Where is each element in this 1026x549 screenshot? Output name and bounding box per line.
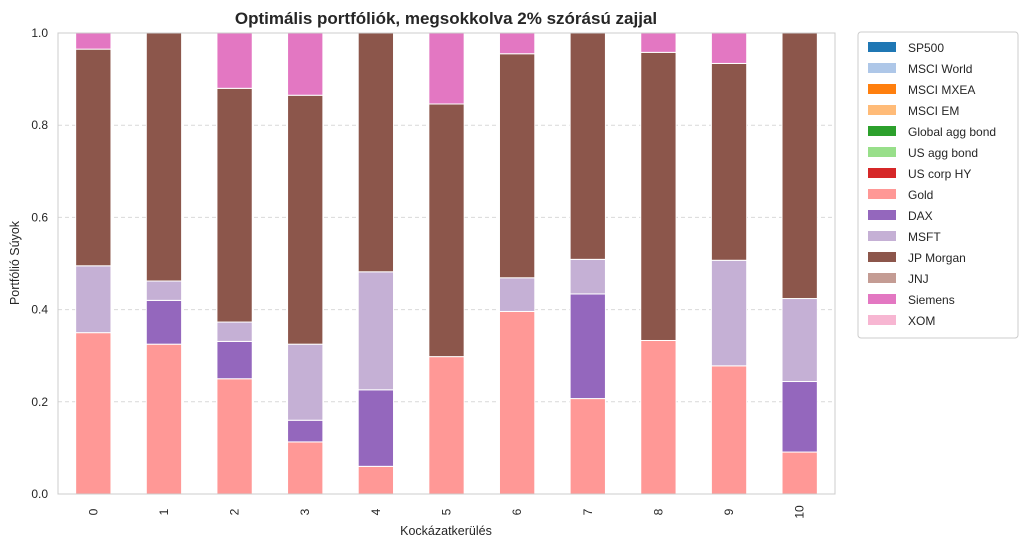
y-ticks: 0.0 0.2 0.4 0.6 0.8 1.0 (31, 26, 48, 501)
x-tick-label: 3 (298, 508, 312, 515)
y-tick-label: 0.2 (31, 395, 48, 409)
legend-label: MSCI World (908, 62, 972, 76)
bar-segment-siemens (640, 32, 677, 53)
bar-segment-jp-morgan (75, 48, 112, 267)
bar-segment-msft (216, 321, 253, 342)
bar-segment-gold (498, 310, 536, 495)
x-tick-label: 0 (86, 508, 100, 515)
legend-label: JP Morgan (908, 251, 966, 265)
bar-segment-gold (216, 378, 253, 495)
x-tick-label: 9 (722, 508, 736, 515)
bar-segment-msft (569, 258, 606, 295)
legend-swatch (868, 273, 896, 283)
legend-label: MSCI EM (908, 104, 959, 118)
legend-label: JNJ (908, 272, 929, 286)
legend: SP500 MSCI World MSCI MXEA MSCI EM Global ag… (857, 31, 1019, 339)
bar-segment-dax (216, 340, 253, 380)
bar-segment-msft (145, 280, 183, 301)
x-axis-label: Kockázatkerülés (400, 524, 492, 538)
legend-label: MSFT (908, 230, 941, 244)
bar-segment-msft (781, 298, 818, 383)
bar-segment-dax (569, 293, 606, 400)
bar-segment-gold (357, 465, 395, 495)
y-tick-label: 0.0 (31, 487, 48, 501)
bar-segment-siemens (428, 32, 465, 105)
bar-segment-dax (781, 381, 818, 453)
legend-label: XOM (908, 314, 935, 328)
bar-segment-msft (498, 277, 536, 312)
bar-segment-jp-morgan (498, 53, 536, 279)
bar-segment-msft (75, 265, 112, 334)
bar-segment-gold (640, 339, 677, 495)
bar-segment-gold (428, 356, 465, 495)
bar-segment-jp-morgan (428, 103, 465, 358)
bar-segment-jp-morgan (145, 32, 183, 282)
legend-label: Gold (908, 188, 933, 202)
bar-segment-gold (75, 332, 112, 495)
bar-segment-gold (145, 343, 183, 495)
bar-segment-jp-morgan (216, 87, 253, 323)
bar-segment-msft (710, 259, 748, 367)
legend-swatch (868, 63, 896, 73)
bar-segment-dax (287, 419, 324, 443)
legend-label: US agg bond (908, 146, 978, 160)
bar-segment-jp-morgan (710, 62, 748, 261)
x-tick-label: 2 (228, 508, 242, 515)
bar-segment-gold (569, 398, 606, 495)
bar-segment-jp-morgan (640, 51, 677, 341)
bar-segment-jp-morgan (287, 94, 324, 345)
bar-segment-gold (710, 365, 748, 495)
x-tick-label: 4 (369, 508, 383, 515)
legend-swatch (868, 210, 896, 220)
bar-segment-jp-morgan (781, 32, 818, 300)
legend-swatch (868, 42, 896, 52)
y-tick-label: 0.4 (31, 303, 48, 317)
bar-segment-siemens (710, 32, 748, 64)
y-tick-label: 0.8 (31, 118, 48, 132)
bar-segment-siemens (498, 32, 536, 55)
bar-segment-siemens (75, 32, 112, 50)
bar-segment-msft (287, 343, 324, 421)
bar-segment-dax (357, 389, 395, 467)
legend-swatch (868, 147, 896, 157)
legend-label: Siemens (908, 293, 955, 307)
bar-segment-gold (287, 441, 324, 495)
legend-swatch (868, 126, 896, 136)
legend-swatch (868, 294, 896, 304)
legend-swatch (868, 105, 896, 115)
x-tick-label: 8 (651, 508, 665, 515)
legend-swatch (868, 252, 896, 262)
x-tick-label: 5 (440, 508, 454, 515)
bar-segment-jp-morgan (357, 32, 395, 273)
legend-label: US corp HY (908, 167, 971, 181)
legend-label: DAX (908, 209, 933, 223)
x-tick-label: 7 (581, 508, 595, 515)
legend-swatch (868, 84, 896, 94)
bar-segment-siemens (216, 32, 253, 89)
y-axis-label: Portfólió Súyok (8, 220, 22, 305)
bar-segment-msft (357, 271, 395, 391)
legend-label: MSCI MXEA (908, 83, 975, 97)
legend-swatch (868, 231, 896, 241)
plot-frame (57, 32, 836, 495)
x-tick-label: 1 (157, 508, 171, 515)
bar-segment-siemens (287, 32, 324, 96)
bar-segment-gold (781, 451, 818, 495)
legend-swatch (868, 315, 896, 325)
x-tick-label: 10 (793, 505, 807, 519)
bars-group (75, 32, 818, 495)
legend-label: Global agg bond (908, 125, 996, 139)
legend-frame (857, 31, 1019, 339)
y-tick-label: 0.6 (31, 210, 48, 224)
y-tick-label: 1.0 (31, 26, 48, 40)
legend-swatch (868, 189, 896, 199)
legend-swatch (868, 168, 896, 178)
chart-title: Optimális portfóliók, megsokkolva 2% szó… (235, 9, 657, 28)
legend-label: SP500 (908, 41, 944, 55)
bar-segment-dax (145, 299, 183, 345)
x-ticks: 0 1 2 3 4 5 6 7 8 9 10 (86, 505, 806, 519)
x-tick-label: 6 (510, 508, 524, 515)
bar-segment-jp-morgan (569, 32, 606, 260)
